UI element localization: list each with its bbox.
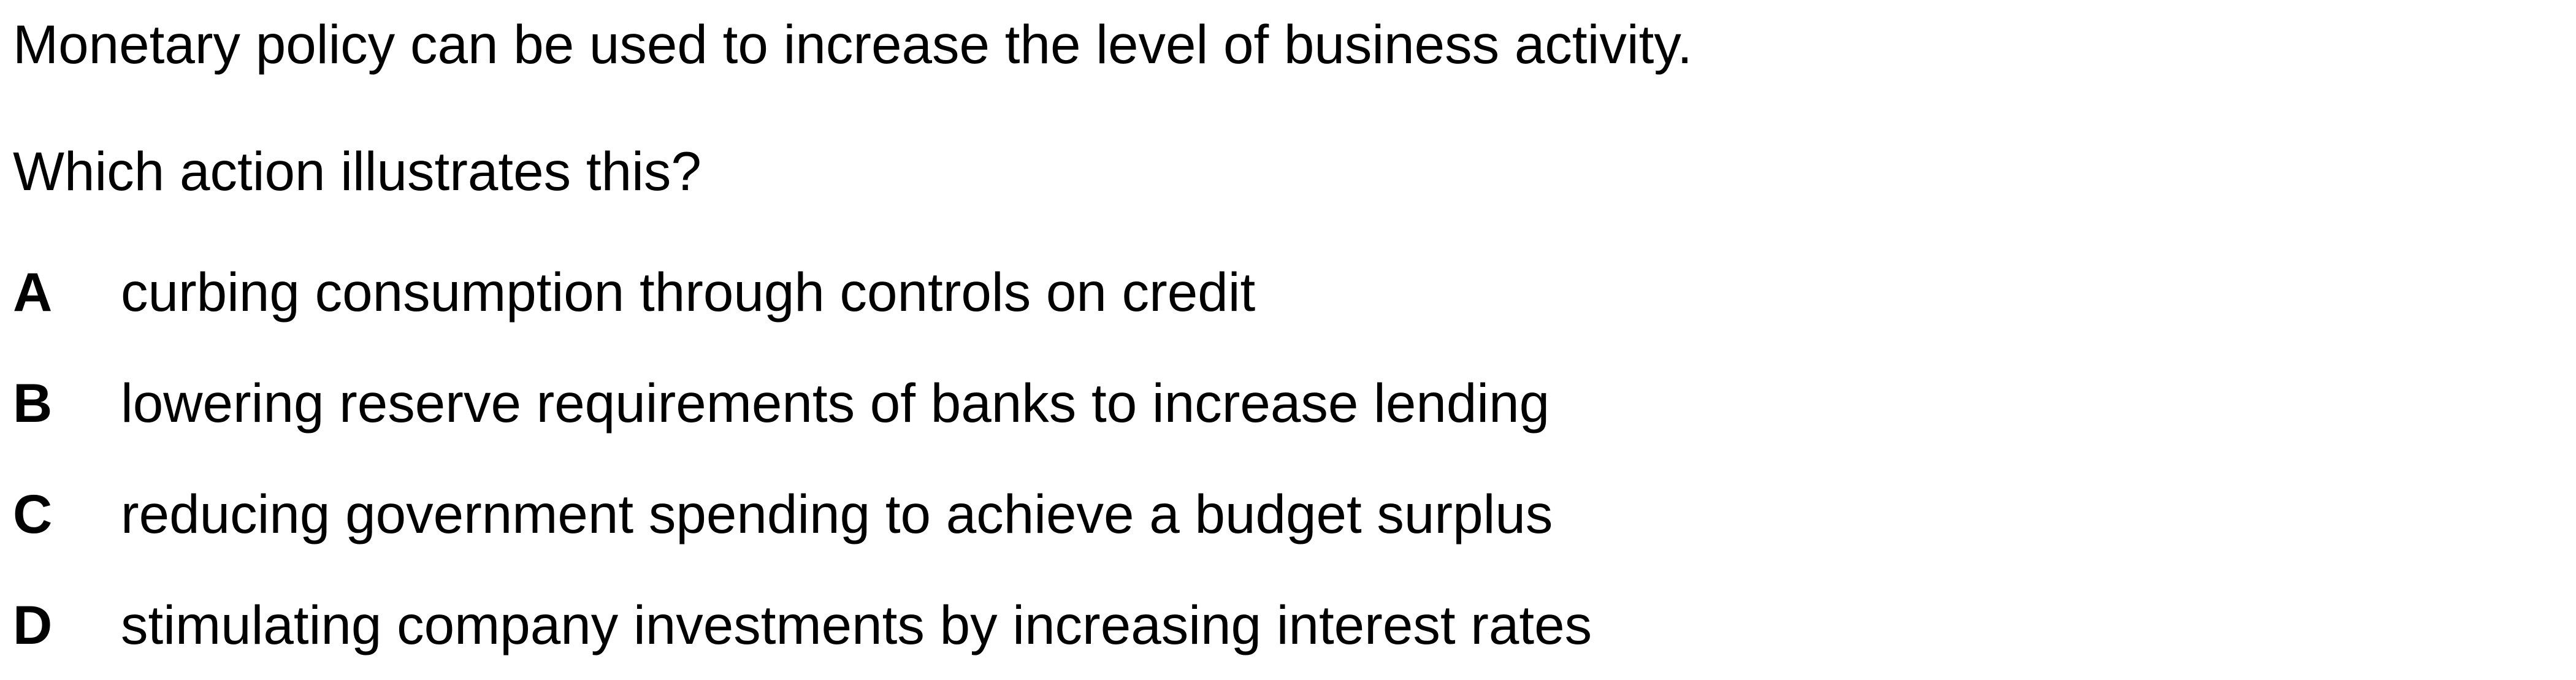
option-text: lowering reserve requirements of banks t… <box>121 372 1550 434</box>
option-text: stimulating company investments by incre… <box>121 594 1592 655</box>
question-prompt: Which action illustrates this? <box>13 140 701 202</box>
option-letter: D <box>13 594 53 655</box>
option-letter: C <box>13 483 53 544</box>
option-letter: B <box>13 372 53 434</box>
option-letter: A <box>13 261 53 323</box>
option-text: curbing consumption through controls on … <box>121 261 1256 323</box>
question-stem: Monetary policy can be used to increase … <box>13 13 1693 75</box>
option-text: reducing government spending to achieve … <box>121 483 1553 544</box>
